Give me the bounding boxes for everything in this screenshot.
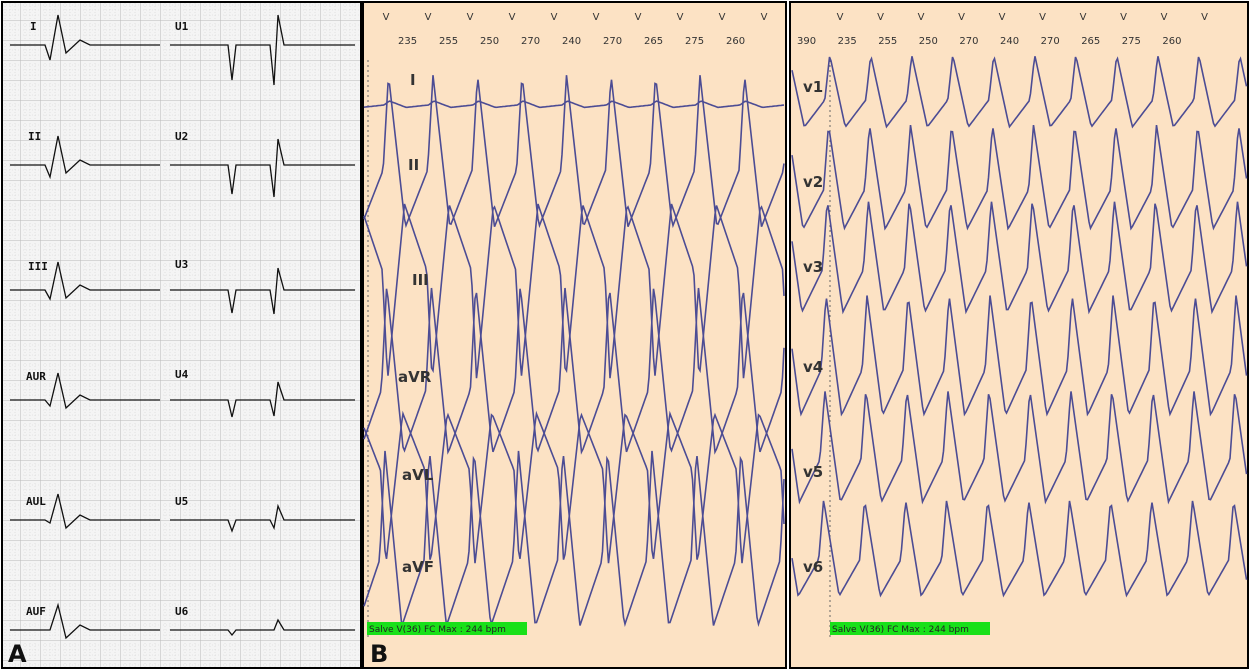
marker: V [837, 12, 844, 23]
lead-label: v1 [803, 78, 823, 96]
marker: V [1039, 12, 1046, 23]
figure: IU1IIU2IIIU3AURU4AULU5AUFU6ABVVVVVVVVVV2… [0, 0, 1250, 670]
interval: 270 [1041, 36, 1060, 47]
interval: 270 [959, 36, 978, 47]
interval: 250 [919, 36, 938, 47]
marker: V [1201, 12, 1208, 23]
lead-label: I [410, 71, 416, 89]
marker: V [1080, 12, 1087, 23]
panel-a [2, 2, 361, 668]
interval: 265 [1081, 36, 1100, 47]
interval: 260 [726, 36, 745, 47]
lead-label: v5 [803, 463, 823, 481]
lead-label: U3 [175, 258, 188, 271]
interval: 240 [562, 36, 581, 47]
interval: 255 [878, 36, 897, 47]
interval: 235 [838, 36, 857, 47]
status-text: Salve V(36) FC Max : 244 bpm [369, 625, 506, 635]
lead-label: AUR [26, 370, 46, 383]
interval: 240 [1000, 36, 1019, 47]
lead-label: U5 [175, 495, 188, 508]
lead-label: AUL [26, 495, 46, 508]
marker: V [509, 12, 516, 23]
lead-label: aVL [402, 466, 434, 484]
interval: 250 [480, 36, 499, 47]
marker: V [383, 12, 390, 23]
lead-label: U4 [175, 368, 189, 381]
interval: 270 [603, 36, 622, 47]
lead-label: II [28, 130, 41, 143]
marker: V [677, 12, 684, 23]
lead-label: v6 [803, 558, 823, 576]
panel-label: A [8, 640, 27, 668]
marker: V [635, 12, 642, 23]
status-text: Salve V(36) FC Max : 244 bpm [832, 625, 969, 635]
marker: V [761, 12, 768, 23]
marker: V [1120, 12, 1127, 23]
marker: V [719, 12, 726, 23]
marker: V [958, 12, 965, 23]
marker: V [551, 12, 558, 23]
lead-label: III [28, 260, 48, 273]
interval: 260 [1162, 36, 1181, 47]
interval: 235 [398, 36, 417, 47]
marker: V [1161, 12, 1168, 23]
interval: 275 [685, 36, 704, 47]
interval: 265 [644, 36, 663, 47]
marker: V [999, 12, 1006, 23]
marker: V [467, 12, 474, 23]
lead-label: U2 [175, 130, 188, 143]
lead-label: U1 [175, 20, 189, 33]
lead-label: AUF [26, 605, 46, 618]
lead-label: U6 [175, 605, 189, 618]
lead-label: I [30, 20, 37, 33]
interval: 275 [1122, 36, 1141, 47]
lead-label: v4 [803, 358, 823, 376]
marker: V [593, 12, 600, 23]
marker: V [918, 12, 925, 23]
panel-label: B [370, 640, 388, 668]
lead-label: aVR [398, 368, 432, 386]
marker: V [425, 12, 432, 23]
interval: 390 [797, 36, 816, 47]
marker: V [877, 12, 884, 23]
lead-label: v2 [803, 173, 823, 191]
lead-label: v3 [803, 258, 823, 276]
interval: 270 [521, 36, 540, 47]
lead-label: aVF [402, 558, 434, 576]
lead-label: II [408, 156, 419, 174]
interval: 255 [439, 36, 458, 47]
lead-label: III [412, 271, 429, 289]
